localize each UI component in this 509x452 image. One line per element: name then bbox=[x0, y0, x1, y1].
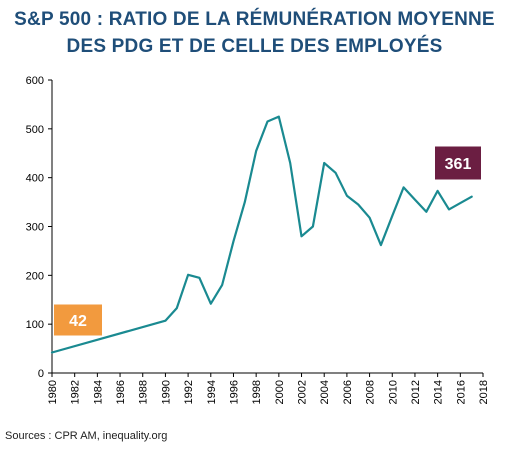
x-tick-label: 1986 bbox=[115, 380, 127, 404]
x-tick-label: 1980 bbox=[47, 380, 59, 404]
x-tick-label: 1992 bbox=[183, 380, 195, 404]
value-badge-42 bbox=[54, 304, 102, 336]
value-badge-label: 42 bbox=[69, 313, 87, 330]
chart-title: S&P 500 : RATIO DE LA RÉMUNÉRATION MOYEN… bbox=[0, 6, 509, 60]
y-tick-label: 400 bbox=[26, 173, 44, 185]
value-badge-361 bbox=[435, 146, 481, 180]
source-note: Sources : CPR AM, inequality.org bbox=[5, 430, 168, 442]
y-tick-label: 200 bbox=[26, 270, 44, 282]
x-tick-label: 1990 bbox=[160, 380, 172, 404]
x-tick-label: 2006 bbox=[342, 380, 354, 404]
x-tick-label: 2018 bbox=[478, 380, 490, 404]
chart-title-line-2: DES PDG ET DE CELLE DES EMPLOYÉS bbox=[66, 36, 443, 57]
value-badge-label: 361 bbox=[445, 156, 472, 173]
x-tick-label: 2004 bbox=[319, 380, 331, 404]
x-tick-label: 1988 bbox=[138, 380, 150, 404]
x-tick-label: 2002 bbox=[297, 380, 309, 404]
y-tick-label: 500 bbox=[26, 124, 44, 136]
series-line bbox=[50, 115, 473, 354]
y-tick-label: 600 bbox=[26, 75, 44, 87]
x-tick-label: 2010 bbox=[387, 380, 399, 404]
x-tick-label: 2000 bbox=[274, 380, 286, 404]
y-tick-label: 300 bbox=[26, 222, 44, 234]
x-tick-label: 1998 bbox=[251, 380, 263, 404]
chart-title-line-1: S&P 500 : RATIO DE LA RÉMUNÉRATION MOYEN… bbox=[14, 9, 495, 30]
x-tick-label: 2008 bbox=[365, 380, 377, 404]
x-tick-label: 1984 bbox=[92, 380, 104, 404]
x-tick-label: 1994 bbox=[206, 380, 218, 404]
x-tick-label: 1996 bbox=[228, 380, 240, 404]
x-tick-label: 2012 bbox=[410, 380, 422, 404]
x-tick-label: 2014 bbox=[433, 380, 445, 404]
y-tick-label: 100 bbox=[26, 319, 44, 331]
y-tick-label: 0 bbox=[38, 368, 44, 380]
x-tick-label: 1982 bbox=[70, 380, 82, 404]
x-tick-label: 2016 bbox=[455, 380, 467, 404]
